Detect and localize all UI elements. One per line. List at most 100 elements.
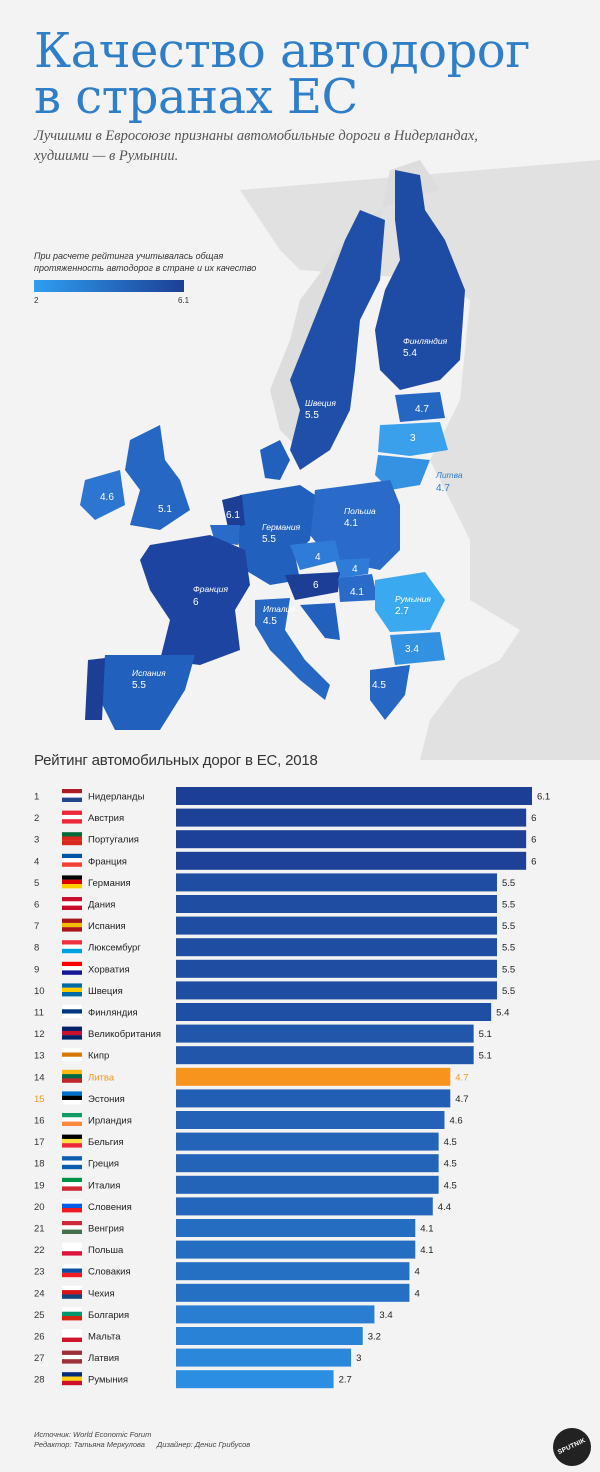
value-label: 5.5: [502, 900, 515, 911]
map-label-ireland-value: 4.6: [100, 492, 114, 503]
flag-icon: [62, 810, 82, 824]
denmark-shape: [260, 440, 290, 480]
source-text: Источник: World Economic Forum: [34, 1430, 152, 1439]
rank-label: 7: [34, 921, 39, 932]
bar: [176, 916, 497, 935]
rank-label: 4: [34, 856, 39, 867]
latvia-shape: [378, 422, 448, 456]
bar: [176, 1370, 334, 1389]
rank-label: 15: [34, 1094, 45, 1105]
map-label-bulgaria-value: 3.4: [405, 644, 419, 655]
rank-label: 5: [34, 878, 39, 889]
rank-label: 6: [34, 900, 39, 911]
bar: [176, 851, 527, 870]
ranking-bar-chart: 1 Нидерланды 6.1 2 Австрия 6 3 Португалия 6 4 Фран…: [34, 787, 550, 1389]
bar: [176, 1327, 363, 1345]
value-label: 4.1: [420, 1245, 433, 1256]
bar: [176, 873, 497, 892]
map-label-romania-name: Румыния: [395, 594, 431, 604]
map-label-uk-value: 5.1: [158, 504, 172, 515]
country-label: Венгрия: [88, 1224, 124, 1235]
country-label: Франция: [88, 856, 127, 867]
credits: Редактор: Татьяна Меркулова Дизайнер: Де…: [34, 1440, 260, 1450]
uk-shape: [125, 425, 190, 530]
subtitle-line-1: Лучшими в Евросоюзе признаны автомобильн…: [34, 128, 478, 144]
country-label: Португалия: [88, 835, 139, 846]
flag-icon: [62, 1177, 82, 1191]
map-label-germany-value: 5.5: [262, 534, 276, 545]
flag-icon: [62, 789, 82, 802]
map-label-lithuania-name: Литва: [435, 470, 463, 480]
flag-icon: [62, 1329, 82, 1342]
rank-label: 26: [34, 1332, 45, 1343]
country-label: Греция: [88, 1159, 119, 1170]
value-label: 4.6: [449, 1116, 462, 1127]
value-label: 4.7: [455, 1094, 468, 1105]
value-label: 5.4: [496, 1008, 509, 1019]
subtitle-line-2: худшими — в Румынии.: [34, 148, 179, 164]
country-label: Чехия: [88, 1288, 115, 1299]
bar: [176, 1024, 474, 1043]
map-label-finland-name: Финляндия: [403, 336, 448, 346]
bar: [176, 1197, 433, 1216]
france-shape: [140, 535, 250, 665]
eu-map: Финляндия 5.4 Швеция 5.5 4.7 3 Литва 4.7…: [80, 160, 600, 760]
map-label-finland-value: 5.4: [403, 348, 417, 359]
flag-icon: [62, 1285, 82, 1299]
flag-icon: [62, 1350, 82, 1364]
country-label: Словакия: [88, 1267, 131, 1278]
flag-icon: [62, 853, 82, 867]
bar: [176, 1067, 451, 1086]
value-label: 5.1: [479, 1029, 492, 1040]
value-label: 4.4: [438, 1202, 451, 1213]
flag-icon: [62, 1113, 82, 1126]
map-label-france-value: 6: [193, 597, 199, 608]
flag-icon: [62, 1307, 82, 1321]
rank-label: 19: [34, 1180, 45, 1191]
flag-icon: [62, 875, 82, 889]
bar: [176, 1154, 439, 1173]
flag-icon: [62, 961, 82, 975]
flag-icon: [62, 1005, 82, 1018]
map-label-netherlands-value: 6.1: [226, 510, 240, 521]
romania-shape: [375, 572, 445, 632]
flag-icon: [62, 983, 82, 997]
legend-note: При расчете рейтинга учитывалась общая п…: [34, 251, 257, 273]
map-label-germany-name: Германия: [262, 522, 301, 532]
hungary-shape: [338, 574, 378, 602]
country-label: Литва: [88, 1072, 115, 1083]
flag-icon: [62, 1221, 82, 1234]
legend-min-label: 2: [34, 296, 39, 305]
finland-shape: [375, 170, 465, 390]
rank-label: 18: [34, 1159, 45, 1170]
value-label: 4.1: [420, 1224, 433, 1235]
country-label: Италия: [88, 1180, 120, 1191]
flag-icon: [62, 1242, 82, 1256]
country-label: Хорватия: [88, 964, 130, 975]
country-label: Финляндия: [88, 1008, 138, 1019]
map-label-poland-name: Польша: [344, 506, 376, 516]
bar: [176, 959, 497, 978]
rank-label: 16: [34, 1116, 45, 1127]
spain-shape: [100, 655, 195, 730]
country-label: Ирландия: [88, 1116, 132, 1127]
rank-label: 14: [34, 1072, 45, 1083]
bar: [176, 1240, 416, 1259]
value-label: 4: [414, 1267, 419, 1278]
editor-text: Редактор: Татьяна Меркулова: [34, 1440, 145, 1449]
rank-label: 1: [34, 792, 39, 803]
map-label-france-name: Франция: [193, 584, 228, 594]
bar: [176, 1348, 352, 1367]
map-label-czech-value: 4: [315, 552, 321, 563]
map-label-lithuania-value: 4.7: [436, 483, 450, 494]
bar: [176, 895, 497, 913]
map-label-poland-value: 4.1: [344, 518, 358, 529]
rank-label: 9: [34, 964, 39, 975]
subtitle: Лучшими в Евросоюзе признаны автомобильн…: [34, 126, 514, 166]
rank-label: 12: [34, 1029, 45, 1040]
country-label: Испания: [88, 921, 126, 932]
italy-shape: [255, 598, 330, 700]
rank-label: 20: [34, 1202, 45, 1213]
value-label: 3.4: [379, 1310, 392, 1321]
value-label: 3.2: [368, 1332, 381, 1343]
